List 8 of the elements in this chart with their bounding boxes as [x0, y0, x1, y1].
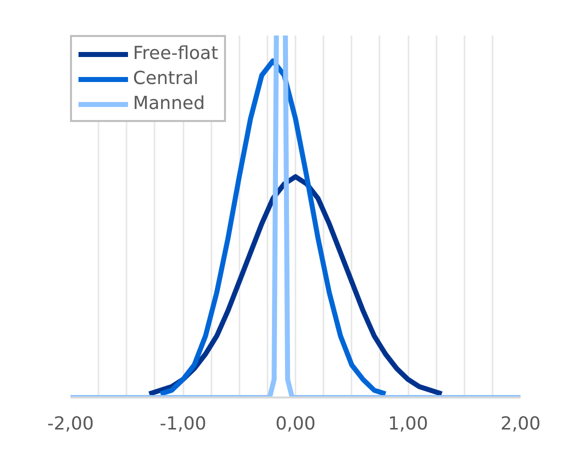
legend-label: Manned — [133, 93, 205, 114]
x-tick-label: -1,00 — [160, 414, 206, 434]
x-tick-label: 2,00 — [500, 414, 541, 434]
legend-label: Central — [133, 68, 199, 89]
x-tick-label: 0,00 — [275, 414, 316, 434]
x-tick-label: 1,00 — [388, 414, 428, 434]
x-tick-label: -2,00 — [47, 414, 94, 434]
legend-label: Free-float — [133, 43, 218, 64]
